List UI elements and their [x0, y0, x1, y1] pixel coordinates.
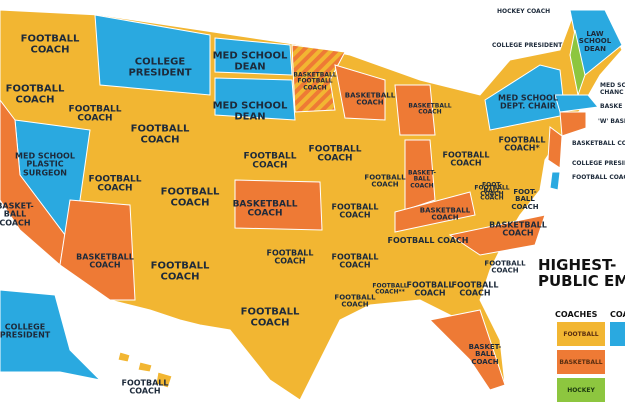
state-label: FOOTBALL COACH [68, 104, 122, 124]
state-label: FOOTBALL COACH [474, 184, 510, 198]
state-connecticut [559, 111, 587, 137]
state-delaware [549, 171, 561, 191]
state-label: FOOTBALL COACH [387, 235, 469, 245]
state-north-carolina [448, 214, 546, 256]
legend-hockey: HOCKEY [557, 378, 605, 402]
state-montana [94, 14, 211, 96]
callout-label: 'W' BASK [598, 118, 625, 125]
state-label: FOOTBALL COACH [266, 248, 314, 266]
state-label: FOOTBALL COACH* [498, 135, 546, 153]
state-wisconsin [334, 64, 386, 121]
state-label: MED SCHOOL DEAN [212, 100, 288, 122]
legend-basketball: BASKETBALL [557, 350, 605, 374]
legend-heading-coaches: COACHES [555, 310, 598, 319]
state-label: FOOTBALL COACH [160, 186, 220, 208]
state-label: COLLEGE PRESIDENT [0, 322, 51, 340]
state-label: LAW SCHOOL DEAN [578, 29, 612, 53]
state-label: BASKETBALL COACH [419, 206, 471, 222]
state-label: MED SCHOOL DEAN [212, 50, 288, 72]
callout-label: MED SCHOOL CHANC [600, 82, 625, 96]
state-label: FOOTBALL COACH [240, 306, 300, 328]
state-new-jersey [547, 126, 563, 169]
state-label: FOOTBALL COACH [442, 150, 490, 168]
state-label: FOOTBALL COACH [243, 151, 297, 171]
state-hawaii-2 [137, 361, 153, 373]
callout-label: BASKETBALL COA [572, 140, 625, 147]
callout-label: COLLEGE PRESIDENT [492, 42, 563, 49]
state-label: BASKETBALL FOOTBALL COACH [293, 71, 337, 92]
callout-label: HOCKEY COACH [497, 8, 551, 15]
state-kansas [234, 179, 323, 231]
state-alaska [0, 289, 102, 381]
state-arizona [59, 199, 136, 301]
state-label: BASKET- BALL COACH [0, 201, 34, 228]
state-minnesota [291, 44, 346, 113]
state-hawaii-1 [117, 351, 131, 363]
state-hawaii-3 [155, 371, 173, 389]
state-label: FOOTBALL COACH [5, 83, 65, 105]
state-label: MED SCHOOL DEPT. CHAIR [498, 93, 558, 111]
state-label: FOOTBALL COACH** [372, 282, 408, 296]
state-north-dakota [214, 37, 293, 76]
state-label: BASKETBALL COACH [344, 91, 396, 107]
state-label: BASKET- BALL COACH [468, 342, 502, 366]
state-label: BASKET- BALL COACH [408, 169, 436, 190]
callout-label: COLLEGE PRESID [572, 160, 625, 167]
state-label: FOOTBALL COACH [130, 123, 190, 145]
state-label: FOOTBALL COACH [364, 173, 406, 189]
callout-label: FOOTBALL COACH [572, 174, 625, 181]
state-label: FOOTBALL COACH [334, 293, 376, 309]
state-label: FOOT- BALL COACH [480, 181, 504, 202]
state-label: FOOTBALL COACH [484, 259, 526, 275]
legend-football: FOOTBALL [557, 322, 605, 346]
state-label: BASKETBALL COACH [408, 102, 452, 116]
state-label: BASKETBALL COACH [232, 199, 298, 219]
state-label: BASKETBALL COACH [489, 220, 547, 238]
state-label: FOOTBALL COACH [88, 174, 142, 194]
state-florida [428, 309, 506, 391]
state-label: FOOTBALL COACH [331, 252, 379, 270]
legend-heading-other: COA [610, 310, 625, 319]
state-massachusetts [554, 94, 599, 113]
state-label: FOOTBALL COACH [406, 280, 454, 298]
state-label: COLLEGE PRESIDENT [128, 56, 192, 78]
state-label: FOOTBALL COACH [150, 260, 210, 282]
state-kentucky [394, 191, 476, 233]
state-south-dakota [214, 77, 296, 121]
state-label: FOOTBALL COACH [20, 33, 80, 55]
state-label: FOOT- BALL COACH [511, 187, 539, 211]
state-label: MED SCHOOL PLASTIC SURGEON [15, 151, 75, 178]
state-label: FOOTBALL COACH [331, 202, 379, 220]
legend-swatch-blue [610, 322, 625, 346]
map-title: HIGHEST-PUBLIC EMP [538, 256, 625, 290]
state-indiana [404, 139, 436, 211]
state-label: FOOTBALL COACH [121, 378, 169, 396]
state-label: FOOTBALL COACH [308, 144, 362, 164]
callout-label: BASKE [600, 103, 623, 110]
state-label: BASKETBALL COACH [76, 252, 134, 270]
state-michigan [394, 84, 436, 136]
state-label: FOOTBALL COACH [451, 280, 499, 298]
